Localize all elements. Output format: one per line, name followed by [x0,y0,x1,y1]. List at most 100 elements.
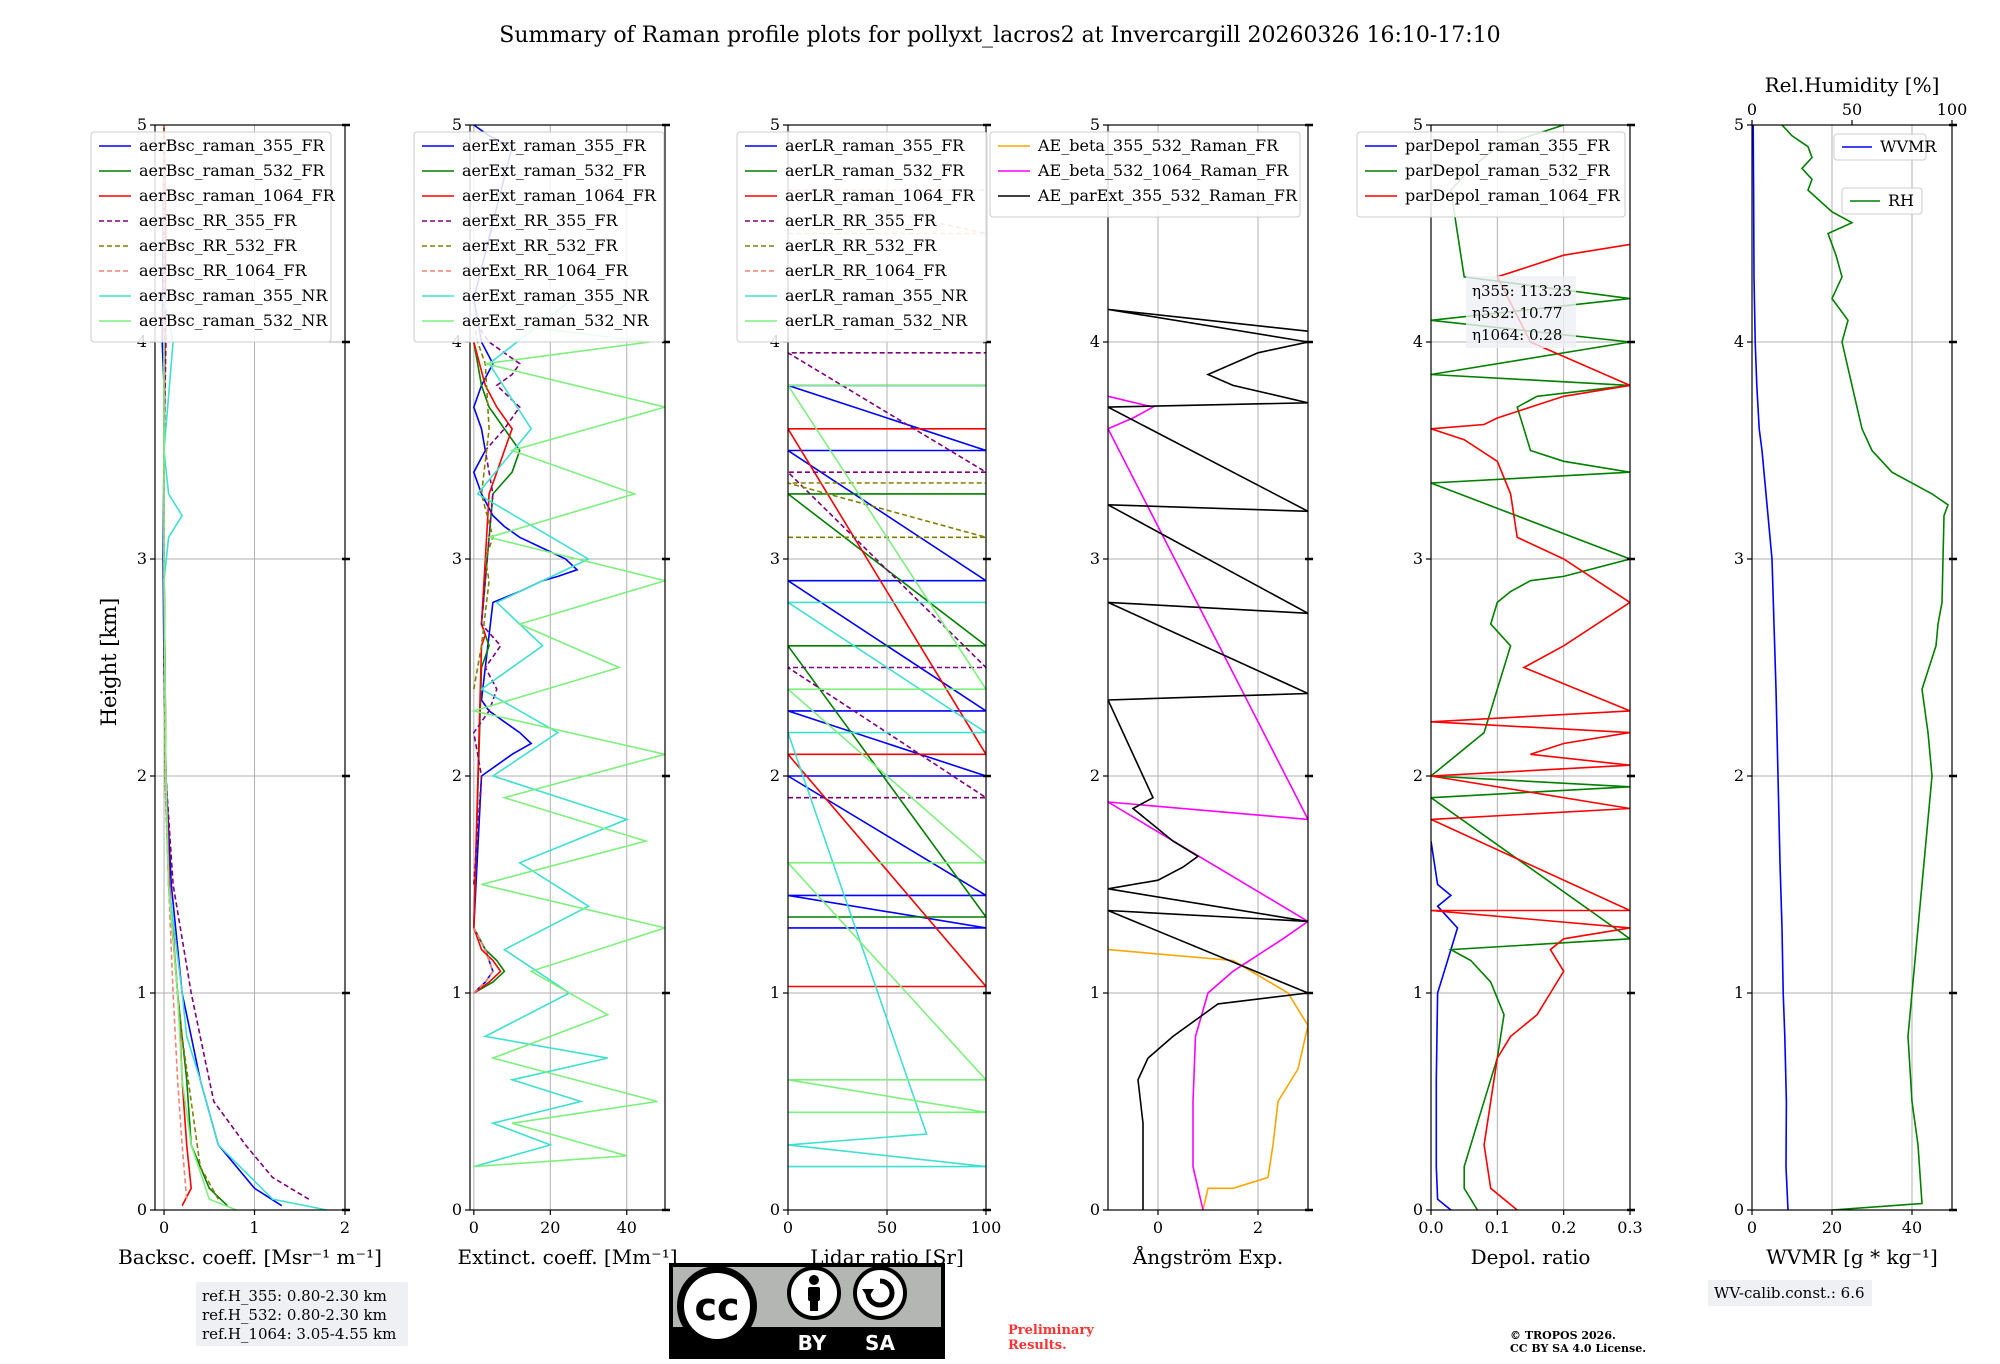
y-tick-label: 5 [137,115,147,134]
legend-label-aerext-raman-532-nr: aerExt_raman_532_NR [462,311,650,330]
series-line-aerlr-raman-1064-fr [788,427,986,988]
y-tick-label: 5 [1734,115,1744,134]
legend-box [1841,187,1923,215]
y-tick-label: 0 [770,1200,780,1219]
axes-frame [1751,124,1953,1211]
y-tick-label: 1 [770,983,780,1002]
eta-annotation: η355: 113.23 [1472,282,1572,300]
legend-label-aerbsc-raman-1064-fr: aerBsc_raman_1064_FR [139,186,336,205]
wv-calib-box [1708,1280,1872,1306]
y-tick-label: 2 [137,766,147,785]
x-tick-label: 2 [1253,1218,1263,1237]
y-tick-label: 2 [1413,766,1423,785]
legend-label-ae-beta-355-532-raman-fr: AE_beta_355_532_Raman_FR [1037,136,1279,155]
y-tick-label: 1 [1090,983,1100,1002]
y-tick-label: 2 [1734,766,1744,785]
series-line-ae-beta-355-532-raman-fr [1108,948,1308,1210]
y-tick-label: 0 [1734,1200,1744,1219]
y-tick-label: 5 [1413,115,1423,134]
x-tick-label: 20 [540,1218,560,1237]
y-tick-label: 5 [452,115,462,134]
legend-box [1356,131,1626,218]
copyright-line-1: © TROPOS 2026. [1510,1329,1616,1342]
cc-license-badge: cc BY SA [669,1263,945,1359]
x-tick-label: 20 [1822,1218,1842,1237]
y-tick-label: 3 [452,549,462,568]
x-tick-label: 0 [783,1218,793,1237]
series-line-aerext-raman-532-nr [470,319,665,1168]
x-tick-label: 0.2 [1551,1218,1576,1237]
y-tick-label: 5 [1090,115,1100,134]
axes-frame [154,124,346,1211]
lidar-ratio-panel: 012345050100Lidar ratio [Sr]aerLR_raman_… [736,115,1001,1269]
preliminary-label: Preliminary [1008,1323,1094,1338]
series-line-aerbsc-raman-532-nr [163,342,237,1210]
legend-label-aerext-rr-532-fr: aerExt_RR_532_FR [462,236,619,255]
legend-label-ae-parext-355-532-raman-fr: AE_parExt_355_532_Raman_FR [1037,186,1298,205]
ref-height-355: ref.H_355: 0.80-2.30 km [202,1287,387,1305]
copyright-line-2: CC BY SA 4.0 License. [1510,1342,1646,1355]
figure-title: Summary of Raman profile plots for polly… [499,23,1500,48]
y-tick-label: 0 [452,1200,462,1219]
extinction-panel: 01234502040Extinct. coeff. [Mm⁻¹]aerExt_… [413,115,678,1269]
series-line-aerext-rr-1064-fr [473,927,494,994]
x-tick-label: 1 [249,1218,259,1237]
y-tick-label: 1 [1734,983,1744,1002]
x-tick-label: 0.0 [1418,1218,1443,1237]
x-tick-label: 0 [1153,1218,1163,1237]
x-tick-label: 0.3 [1617,1218,1642,1237]
y-tick-label: 1 [137,983,147,1002]
x-tick-label: 40 [1902,1218,1922,1237]
x-tick-label: 0 [469,1218,479,1237]
y-tick-label: 2 [770,766,780,785]
y-tick-label: 4 [1090,332,1100,351]
series-line-pardepol-raman-1064-fr [1431,243,1630,1210]
x-axis-label: Ångström Exp. [1132,1244,1283,1269]
y-tick-label: 0 [1090,1200,1100,1219]
legend-label-pardepol-raman-1064-fr: parDepol_raman_1064_FR [1405,186,1621,205]
wv-calib-label: WV-calib.const.: 6.6 [1714,1284,1865,1302]
legend-box [989,131,1301,218]
y-tick-label: 2 [1090,766,1100,785]
x-axis-label: Depol. ratio [1471,1245,1591,1269]
y-tick-label: 3 [1090,549,1100,568]
y-tick-label: 5 [770,115,780,134]
series-line-aerlr-raman-355-fr [788,384,986,929]
x2-tick-label: 50 [1842,100,1862,119]
y-tick-label: 4 [1413,332,1423,351]
legend-label-aerbsc-raman-532-nr: aerBsc_raman_532_NR [139,311,328,330]
series-line-aerext-rr-532-fr [473,320,494,690]
legend-label-pardepol-raman-355-fr: parDepol_raman_355_FR [1405,136,1611,155]
x-axis-label: WVMR [g * kg⁻¹] [1766,1245,1938,1269]
legend-label-rh: RH [1888,191,1914,210]
series-group [1108,308,1308,1210]
eta-annotation: η532: 10.77 [1472,304,1562,322]
x-tick-label: 2 [340,1218,350,1237]
legend-box [1833,133,1927,161]
legend-label-aerlr-rr-532-fr: aerLR_RR_532_FR [785,236,937,255]
legend-label-pardepol-raman-532-fr: parDepol_raman_532_FR [1405,161,1611,180]
series-line-rh [1781,125,1949,1210]
legend-label-aerlr-raman-532-fr: aerLR_raman_532_FR [785,161,965,180]
series-line-aerlr-raman-355-nr [788,601,986,1168]
legend-label-aerlr-raman-355-nr: aerLR_raman_355_NR [785,286,968,305]
license-by-label: BY [798,1331,827,1355]
legend-label-aerext-raman-1064-fr: aerExt_raman_1064_FR [462,186,657,205]
y-tick-label: 4 [1734,332,1744,351]
series-group [161,125,328,1210]
y-tick-label: 3 [137,549,147,568]
legend-label-aerlr-raman-355-fr: aerLR_raman_355_FR [785,136,965,155]
ref-height-1064: ref.H_1064: 3.05-4.55 km [202,1325,396,1343]
legend-label-aerlr-raman-532-nr: aerLR_raman_532_NR [785,311,968,330]
eta-annotation: η1064: 0.28 [1472,326,1562,344]
x-tick-label: 0.1 [1485,1218,1510,1237]
series-line-ae-parext-355-532-raman-fr [1108,308,1308,1210]
legend-label-aerext-rr-355-fr: aerExt_RR_355_FR [462,211,619,230]
legend-label-ae-beta-532-1064-raman-fr: AE_beta_532_1064_Raman_FR [1037,161,1289,180]
y-tick-label: 1 [452,983,462,1002]
legend-label-wvmr: WVMR [1880,137,1937,156]
legend-label-aerlr-rr-1064-fr: aerLR_RR_1064_FR [785,261,947,280]
y-tick-label: 2 [452,766,462,785]
